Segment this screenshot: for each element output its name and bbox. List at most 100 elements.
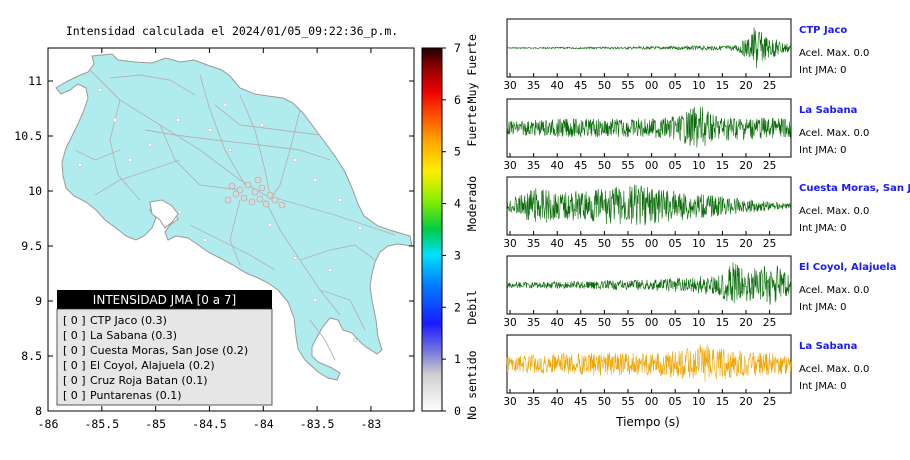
waveform-x-tick-label: 50 xyxy=(598,160,611,172)
map-y-tick-label: 8.5 xyxy=(21,349,42,363)
colorbar-tick-label: 7 xyxy=(454,41,461,55)
legend-row-tag: [ 0 ] xyxy=(63,389,86,402)
waveform-panel: 30 35 40 45 50 55 00 05 10 15 20 25 El Coyol, Alajue… xyxy=(503,255,896,329)
waveform-x-tick-label: 45 xyxy=(574,160,587,172)
waveform-panel: 30 35 40 45 50 55 00 05 10 15 20 25 Cuesta Moras, Sa… xyxy=(503,176,910,250)
waveform-jma-intensity: Int JMA: 0 xyxy=(799,145,847,156)
waveform-x-tick-label: 50 xyxy=(598,80,611,92)
waveform-trace xyxy=(506,262,792,305)
waveform-x-tick-label: 25 xyxy=(763,238,776,250)
waveform-x-tick-label: 00 xyxy=(645,80,658,92)
waveform-x-tick-label: 15 xyxy=(716,317,729,329)
waveform-frame xyxy=(506,255,792,315)
waveform-x-tick-label: 10 xyxy=(692,396,705,408)
waveform-x-tick-label: 00 xyxy=(645,160,658,172)
colorbar-category-label: Muy Fuerte xyxy=(465,34,479,103)
waveform-x-tick-label: 20 xyxy=(739,238,752,250)
waveform-x-tick-label: 35 xyxy=(527,80,540,92)
colorbar: 0 1 2 3 4 5 6 7 No sentido Debil Moderado Fuerte Mu… xyxy=(421,34,479,420)
legend-row-name: El Coyol, Alajuela (0.2) xyxy=(90,359,215,372)
colorbar-category-label: Moderado xyxy=(465,176,479,231)
waveform-x-tick-label: 35 xyxy=(527,396,540,408)
waveform-x-tick-label: 25 xyxy=(763,80,776,92)
colorbar-category-label: Debil xyxy=(465,290,479,325)
colorbar-category-label: No sentido xyxy=(465,350,479,419)
waveform-x-tick-label: 10 xyxy=(692,317,705,329)
station-markers xyxy=(77,87,363,343)
waveform-jma-intensity: Int JMA: 0 xyxy=(799,302,847,313)
waveform-station-name: La Sabana xyxy=(799,341,857,352)
legend-title: INTENSIDAD JMA [0 a 7] xyxy=(93,293,236,307)
colorbar-tick-label: 4 xyxy=(454,197,461,211)
legend-row-tag: [ 0 ] xyxy=(63,314,86,327)
map-title: Intensidad calculada el 2024/01/05_09:22… xyxy=(66,24,398,38)
costa-rica-landmass xyxy=(55,53,413,381)
waveform-jma-intensity: Int JMA: 0 xyxy=(799,65,847,76)
map-y-tick-label: 9.5 xyxy=(21,239,42,253)
legend-row-name: Puntarenas (0.1) xyxy=(90,389,182,402)
colorbar-tick-label: 1 xyxy=(454,352,461,366)
map-x-tick-label: -84 xyxy=(253,417,274,431)
map-y-tick-label: 10 xyxy=(28,184,42,198)
legend-row-tag: [ 0 ] xyxy=(63,374,86,387)
legend-row-name: Cruz Roja Batan (0.1) xyxy=(90,374,208,387)
waveform-x-tick-label: 30 xyxy=(503,160,516,172)
waveform-x-tick-label: 05 xyxy=(669,160,682,172)
waveform-jma-intensity: Int JMA: 0 xyxy=(799,381,847,392)
waveform-x-tick-label: 20 xyxy=(739,317,752,329)
waveform-x-tick-label: 05 xyxy=(669,317,682,329)
waveform-x-tick-label: 00 xyxy=(645,238,658,250)
waveform-panel: 30 35 40 45 50 55 00 05 10 15 20 25 La Sabana Acel. M… xyxy=(503,98,869,172)
waveform-x-tick-label: 45 xyxy=(574,396,587,408)
map-y-axis: 11 10.5 10 9.5 9 8.5 8 xyxy=(14,74,414,418)
waveform-x-tick-label: 55 xyxy=(621,317,634,329)
waveform-x-tick-label: 40 xyxy=(551,317,564,329)
map-y-tick-label: 8 xyxy=(35,404,42,418)
waveform-x-tick-label: 15 xyxy=(716,160,729,172)
waveform-x-tick-label: 35 xyxy=(527,317,540,329)
waveform-trace xyxy=(506,106,792,148)
waveform-max-accel: Acel. Max. 0.0 xyxy=(799,128,869,139)
waveform-x-tick-label: 20 xyxy=(739,160,752,172)
waveform-x-tick-label: 40 xyxy=(551,238,564,250)
map-x-tick-label: -85.5 xyxy=(85,417,120,431)
waveform-max-accel: Acel. Max. 0.0 xyxy=(799,364,869,375)
gulf-of-nicoya xyxy=(149,199,179,229)
map-x-tick-label: -83.5 xyxy=(300,417,335,431)
intensity-legend: INTENSIDAD JMA [0 a 7] [ 0 ] CTP Jaco (0.… xyxy=(56,290,273,406)
legend-row-name: Cuesta Moras, San Jose (0.2) xyxy=(90,344,248,357)
waveform-jma-intensity: Int JMA: 0 xyxy=(799,223,847,234)
waveform-x-tick-label: 05 xyxy=(669,238,682,250)
waveform-x-tick-label: 50 xyxy=(598,396,611,408)
waveform-x-tick-label: 55 xyxy=(621,160,634,172)
map-x-axis: -86 -85.5 -85 -84.5 -84 -83.5 -83 xyxy=(38,48,381,431)
map-y-tick-label: 9 xyxy=(35,294,42,308)
waveform-x-tick-label: 50 xyxy=(598,238,611,250)
waveform-x-tick-label: 40 xyxy=(551,160,564,172)
colorbar-tick-label: 2 xyxy=(454,300,461,314)
waveform-x-tick-label: 45 xyxy=(574,80,587,92)
waveform-x-tick-label: 30 xyxy=(503,238,516,250)
legend-title-bar xyxy=(57,290,272,309)
waveform-trace xyxy=(506,344,792,382)
waveform-station-name: La Sabana xyxy=(799,105,857,116)
waveform-x-tick-label: 40 xyxy=(551,80,564,92)
waveform-x-tick-label: 25 xyxy=(763,396,776,408)
waveform-xlabel: Tiempo (s) xyxy=(615,415,680,429)
legend-row-tag: [ 0 ] xyxy=(63,359,86,372)
waveform-max-accel: Acel. Max. 0.0 xyxy=(799,206,869,217)
waveform-x-tick-label: 20 xyxy=(739,396,752,408)
waveform-x-tick-label: 25 xyxy=(763,317,776,329)
waveform-x-tick-label: 10 xyxy=(692,80,705,92)
waveform-x-tick-label: 00 xyxy=(645,317,658,329)
waveform-x-tick-label: 55 xyxy=(621,80,634,92)
map-x-tick-label: -85 xyxy=(145,417,166,431)
waveform-station-name: El Coyol, Alajuela xyxy=(799,262,896,273)
waveform-panel: 30 35 40 45 50 55 00 05 10 15 20 25 CTP Jaco Acel. Ma… xyxy=(503,18,869,92)
map-x-tick-label: -84.5 xyxy=(192,417,227,431)
legend-row-name: CTP Jaco (0.3) xyxy=(90,314,167,327)
waveform-trace xyxy=(506,184,792,226)
waveform-x-tick-label: 20 xyxy=(739,80,752,92)
waveform-x-tick-label: 15 xyxy=(716,80,729,92)
